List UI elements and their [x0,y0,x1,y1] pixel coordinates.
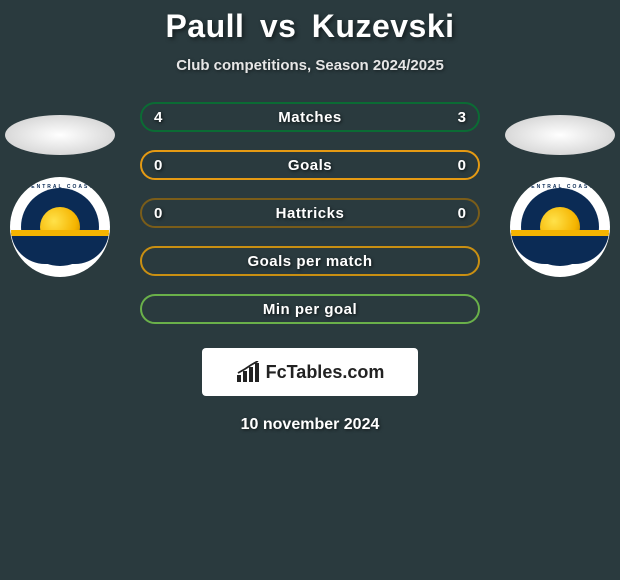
chart-icon [236,361,262,383]
wave-icon [11,230,109,264]
stat-label: Goals [288,157,332,174]
logo-text: FcTables.com [236,361,385,383]
stat-row-mpg: Min per goal [140,294,480,324]
fctables-logo[interactable]: FcTables.com [202,348,418,396]
subtitle: Club competitions, Season 2024/2025 [0,57,620,74]
stat-row-gpm: Goals per match [140,246,480,276]
date-label: 10 november 2024 [0,416,620,434]
stat-row-matches: 4 Matches 3 [140,102,480,132]
player2-name: Kuzevski [312,8,455,44]
player1-club-badge: CENTRAL COAST [10,177,110,277]
stats-list: 4 Matches 3 0 Goals 0 0 Hattricks 0 Goal… [140,102,480,324]
stat-left-value: 0 [154,205,162,222]
badge-inner [21,188,99,266]
stat-label: Min per goal [263,301,357,318]
wave-icon [511,230,609,264]
player2-club-badge: CENTRAL COAST [510,177,610,277]
stat-left-value: 0 [154,157,162,174]
stat-label: Hattricks [276,205,345,222]
page-title: Paull vs Kuzevski [0,8,620,45]
player1-side: CENTRAL COAST [0,115,120,277]
player2-avatar [505,115,615,155]
stat-right-value: 3 [458,109,466,126]
player2-side: CENTRAL COAST [500,115,620,277]
player1-name: Paull [165,8,244,44]
vs-separator: vs [260,8,297,44]
stat-label: Matches [278,109,342,126]
logo-label: FcTables.com [266,362,385,383]
stat-row-hattricks: 0 Hattricks 0 [140,198,480,228]
stat-right-value: 0 [458,157,466,174]
badge-inner [521,188,599,266]
stat-label: Goals per match [247,253,372,270]
stat-right-value: 0 [458,205,466,222]
player1-avatar [5,115,115,155]
stat-row-goals: 0 Goals 0 [140,150,480,180]
stat-left-value: 4 [154,109,162,126]
